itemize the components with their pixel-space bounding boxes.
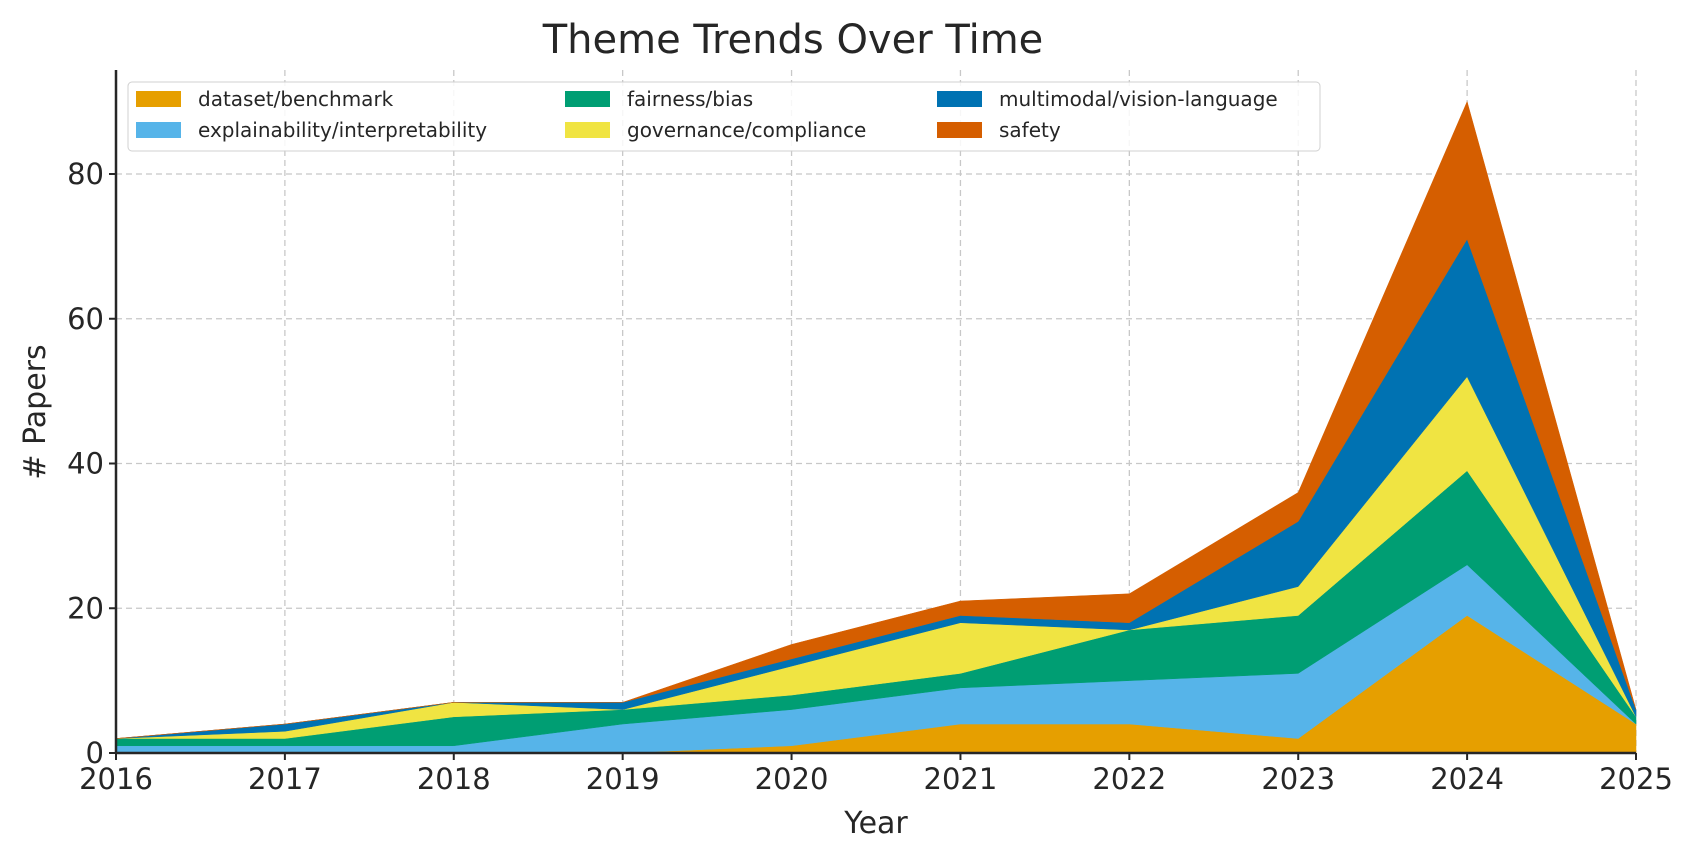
x-tick-label: 2023	[1261, 762, 1335, 796]
legend-swatch	[136, 91, 181, 107]
y-tick-label: 80	[67, 157, 104, 191]
axes: 2016 2017 2018 2019 2020 2021 2022 2023 2024 2025…	[67, 70, 1673, 796]
legend-label: governance/compliance	[627, 118, 866, 142]
x-tick-label: 2022	[1092, 762, 1166, 796]
legend-swatch	[565, 122, 610, 138]
legend-label: explainability/interpretability	[198, 118, 487, 142]
y-tick-label: 60	[67, 302, 104, 336]
x-tick-label: 2021	[924, 762, 998, 796]
legend-box	[127, 81, 1321, 152]
y-tick-label: 0	[86, 736, 104, 770]
x-tick-label: 2024	[1430, 762, 1504, 796]
legend-label: dataset/benchmark	[198, 87, 394, 111]
x-tick-label: 2019	[586, 762, 660, 796]
x-axis-label: Year	[843, 806, 908, 841]
chart-title: Theme Trends Over Time	[542, 17, 1044, 63]
area-safety	[115, 100, 1637, 739]
legend-label: safety	[999, 118, 1061, 142]
x-tick-label: 2016	[79, 762, 153, 796]
legend-swatch	[937, 91, 982, 107]
areas	[115, 100, 1637, 754]
y-tick-label: 20	[67, 591, 104, 625]
legend: dataset/benchmark explainability/interpre…	[127, 81, 1321, 152]
legend-swatch	[565, 91, 610, 107]
legend-label: multimodal/vision-language	[999, 87, 1278, 111]
x-tick-label: 2018	[417, 762, 491, 796]
y-tick-label: 40	[67, 447, 104, 481]
y-axis-label: # Papers	[18, 344, 53, 479]
legend-swatch	[937, 122, 982, 138]
legend-swatch	[136, 122, 181, 138]
legend-label: fairness/bias	[627, 87, 753, 111]
x-tick-label: 2020	[755, 762, 829, 796]
x-tick-label: 2017	[248, 762, 322, 796]
x-tick-label: 2025	[1599, 762, 1673, 796]
